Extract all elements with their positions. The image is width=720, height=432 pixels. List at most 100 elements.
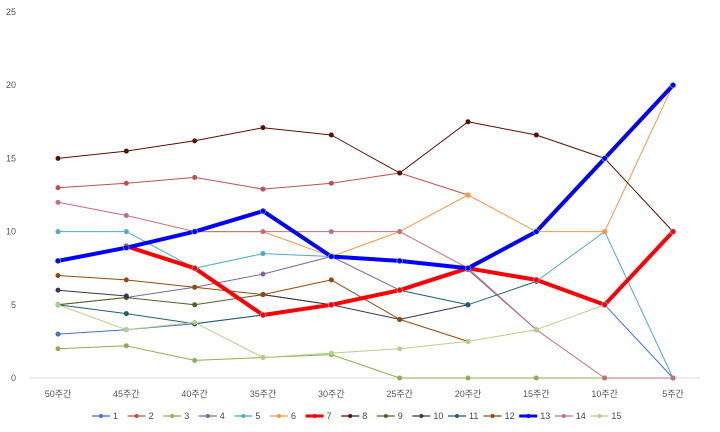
data-point <box>192 302 198 308</box>
x-tick-label: 15주간 <box>523 389 550 399</box>
data-point <box>533 276 540 284</box>
y-tick-label: 0 <box>11 373 16 383</box>
series-9 <box>55 292 334 308</box>
x-tick-label: 50주간 <box>45 389 72 399</box>
series-line <box>57 172 469 196</box>
legend-item: 14 <box>554 411 586 421</box>
series-7 <box>123 228 677 319</box>
data-point <box>397 316 403 322</box>
legend-item: 9 <box>376 411 403 421</box>
legend-label: 10 <box>433 411 443 421</box>
legend-item: 3 <box>163 411 189 421</box>
data-point <box>55 287 61 293</box>
data-point <box>601 301 608 308</box>
legend-item: 2 <box>127 411 154 421</box>
data-point <box>191 228 198 235</box>
legend-item: 15 <box>590 411 621 421</box>
y-tick-label: 5 <box>11 300 16 310</box>
data-point <box>397 346 403 352</box>
data-point <box>191 265 198 272</box>
data-point <box>397 375 403 381</box>
legend-marker <box>526 414 531 418</box>
data-point <box>465 192 471 198</box>
data-point <box>669 82 677 89</box>
legend-label: 11 <box>469 411 478 421</box>
y-tick-label: 25 <box>6 7 16 17</box>
data-point <box>602 229 608 235</box>
data-point <box>464 265 472 272</box>
data-point <box>259 311 267 319</box>
data-point <box>123 293 129 299</box>
data-point <box>260 251 266 257</box>
data-point <box>533 375 539 381</box>
data-point <box>533 327 539 333</box>
legend-marker <box>561 414 566 418</box>
legend-label: 4 <box>220 411 225 421</box>
data-point <box>55 155 61 161</box>
data-point <box>55 185 61 191</box>
data-point <box>397 170 403 176</box>
legend-label: 6 <box>291 411 296 421</box>
data-point <box>396 287 403 294</box>
series-line <box>57 289 127 297</box>
legend-marker <box>383 414 388 418</box>
x-tick-label: 10주간 <box>591 389 618 399</box>
x-tick-label: 40주간 <box>181 389 208 399</box>
series-12 <box>55 273 471 344</box>
series-line <box>57 345 674 379</box>
data-point <box>259 208 267 215</box>
legend-item: 8 <box>341 411 367 421</box>
legend-marker <box>597 414 602 418</box>
series-13 <box>54 82 677 272</box>
data-point <box>465 302 471 308</box>
data-point <box>328 301 335 308</box>
legend-label: 12 <box>505 411 515 421</box>
legend-marker <box>419 414 424 418</box>
series-8 <box>55 119 676 235</box>
series-line <box>262 294 469 320</box>
data-point <box>55 199 61 205</box>
data-point <box>260 271 266 277</box>
y-tick-label: 15 <box>6 153 16 163</box>
data-point <box>260 229 266 235</box>
data-point <box>670 375 676 381</box>
data-point <box>396 257 403 264</box>
series-2 <box>55 170 471 198</box>
legend-item: 13 <box>519 411 550 421</box>
legend-label: 15 <box>611 411 621 421</box>
data-point <box>465 119 471 125</box>
data-point <box>260 355 266 361</box>
legend-marker <box>277 414 281 418</box>
legend-label: 1 <box>113 411 118 421</box>
data-point <box>669 228 677 235</box>
legend-item: 4 <box>198 411 225 421</box>
data-point <box>260 125 266 131</box>
series-14 <box>55 199 676 381</box>
series-layer <box>54 82 677 381</box>
series-1 <box>55 267 676 381</box>
legend-label: 3 <box>184 411 189 421</box>
x-tick-label: 30주간 <box>318 389 345 399</box>
data-point <box>397 229 403 235</box>
legend-label: 7 <box>327 411 332 421</box>
data-point <box>192 319 198 325</box>
data-point <box>192 174 198 180</box>
legend-item: 10 <box>412 411 443 421</box>
legend-marker <box>455 414 459 418</box>
data-point <box>123 343 129 349</box>
data-point <box>123 311 129 317</box>
data-point <box>55 302 61 308</box>
legend-label: 14 <box>576 411 586 421</box>
data-point <box>123 229 129 235</box>
data-point <box>533 132 539 138</box>
data-point <box>260 292 266 298</box>
legend-label: 8 <box>362 411 367 421</box>
data-point <box>123 327 129 333</box>
data-point <box>123 148 129 154</box>
data-point <box>123 277 129 283</box>
legend-marker <box>205 414 210 418</box>
legend-label: 9 <box>398 411 403 421</box>
data-point <box>602 375 608 381</box>
legend-label: 5 <box>255 411 260 421</box>
series-line <box>57 269 674 379</box>
